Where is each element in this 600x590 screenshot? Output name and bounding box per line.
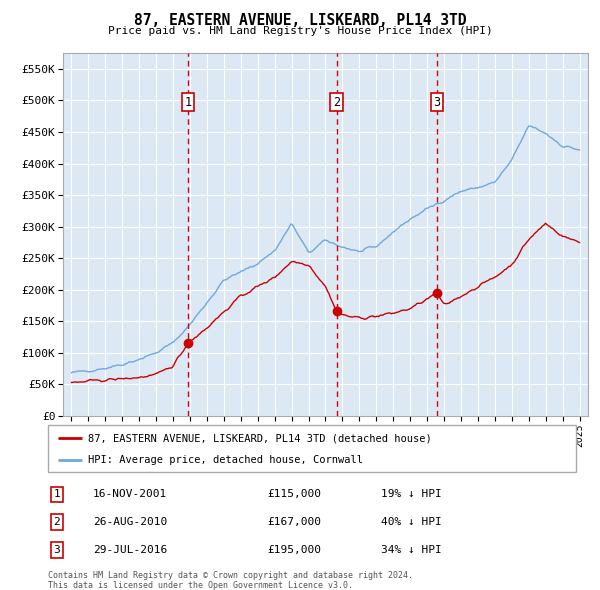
Text: HPI: Average price, detached house, Cornwall: HPI: Average price, detached house, Corn…	[88, 455, 362, 465]
Text: £115,000: £115,000	[267, 490, 321, 499]
Text: 16-NOV-2001: 16-NOV-2001	[93, 490, 167, 499]
Text: 26-AUG-2010: 26-AUG-2010	[93, 517, 167, 527]
Text: 3: 3	[433, 96, 440, 109]
Text: 3: 3	[53, 545, 61, 555]
Text: Price paid vs. HM Land Registry's House Price Index (HPI): Price paid vs. HM Land Registry's House …	[107, 26, 493, 36]
Text: 1: 1	[53, 490, 61, 499]
Text: 29-JUL-2016: 29-JUL-2016	[93, 545, 167, 555]
Text: 87, EASTERN AVENUE, LISKEARD, PL14 3TD: 87, EASTERN AVENUE, LISKEARD, PL14 3TD	[134, 13, 466, 28]
Text: 1: 1	[184, 96, 191, 109]
Text: £195,000: £195,000	[267, 545, 321, 555]
Text: 34% ↓ HPI: 34% ↓ HPI	[381, 545, 442, 555]
Text: 87, EASTERN AVENUE, LISKEARD, PL14 3TD (detached house): 87, EASTERN AVENUE, LISKEARD, PL14 3TD (…	[88, 433, 431, 443]
Text: 40% ↓ HPI: 40% ↓ HPI	[381, 517, 442, 527]
Text: 2: 2	[333, 96, 340, 109]
Text: 19% ↓ HPI: 19% ↓ HPI	[381, 490, 442, 499]
Text: 2: 2	[53, 517, 61, 527]
Text: £167,000: £167,000	[267, 517, 321, 527]
Text: Contains HM Land Registry data © Crown copyright and database right 2024.: Contains HM Land Registry data © Crown c…	[48, 571, 413, 579]
Text: This data is licensed under the Open Government Licence v3.0.: This data is licensed under the Open Gov…	[48, 581, 353, 589]
